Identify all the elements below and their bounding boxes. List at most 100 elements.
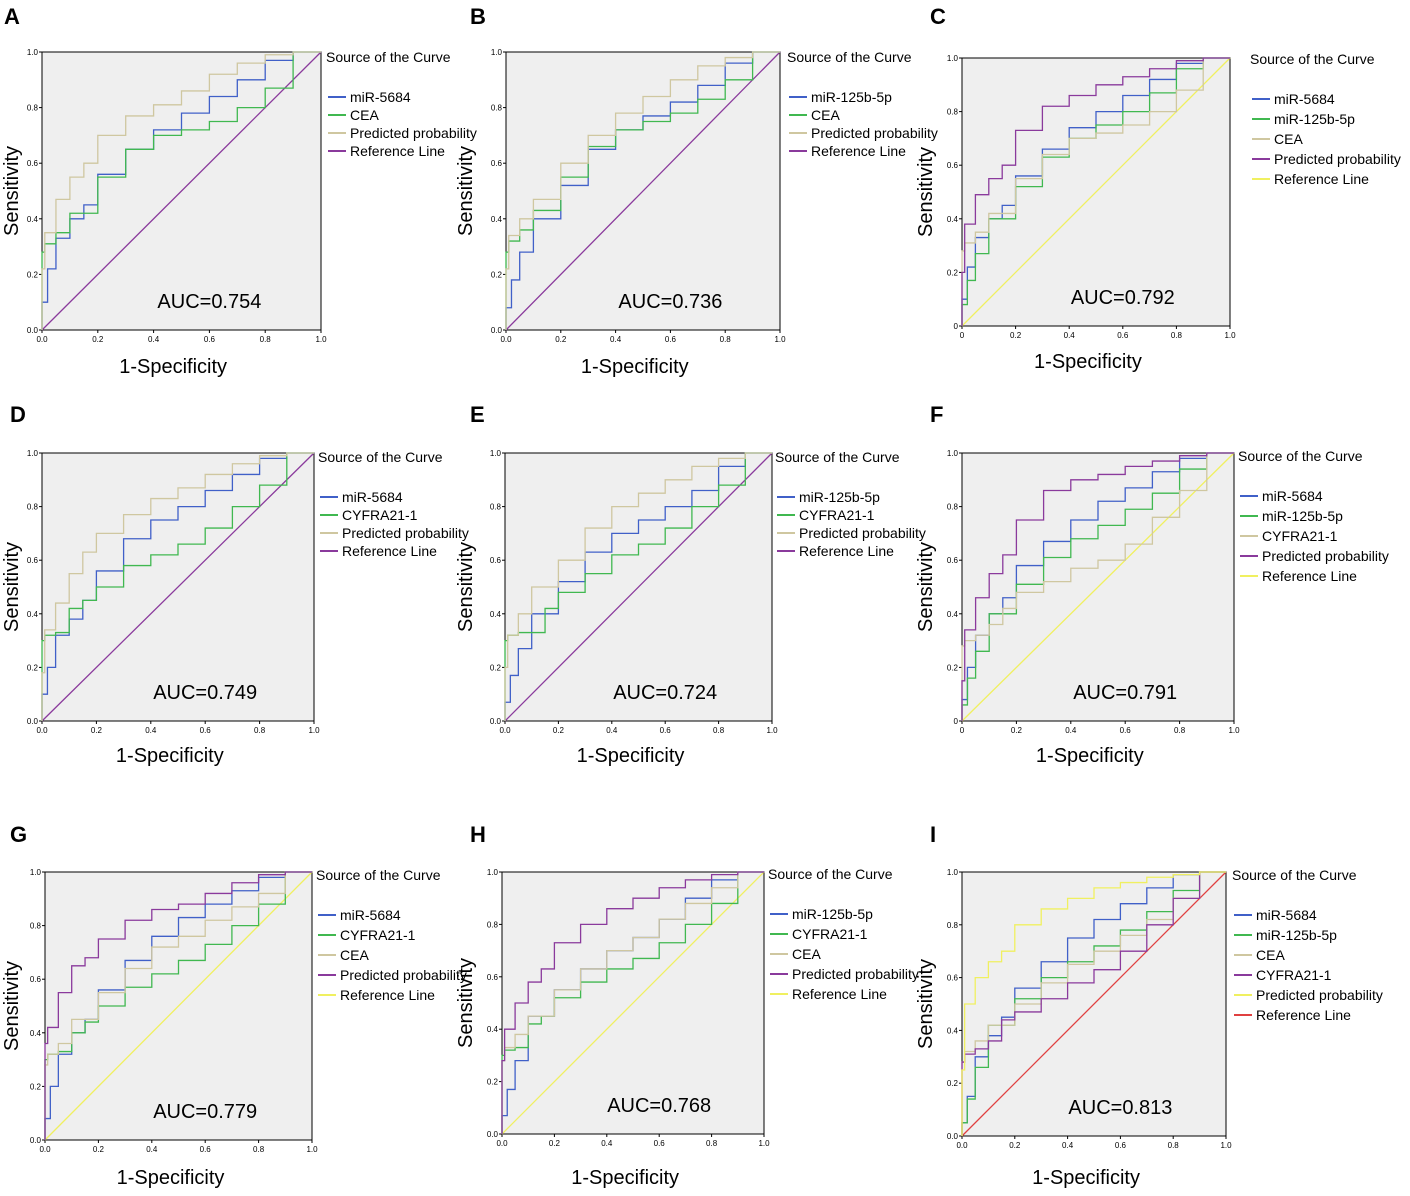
legend-title: Source of the Curve <box>326 49 451 65</box>
y-axis-title: Sensitivity <box>915 542 937 632</box>
y-tick-label: 0.8 <box>30 922 42 931</box>
legend-entry: CEA <box>350 107 379 123</box>
x-axis-title: 1-Specificity <box>1036 745 1144 767</box>
y-tick-label: 0.8 <box>947 921 959 930</box>
y-tick-label: 1.0 <box>27 48 39 57</box>
x-tick-label: 0.8 <box>254 726 266 735</box>
x-tick-label: 0.6 <box>665 335 677 344</box>
y-tick-label: 0.4 <box>490 610 502 619</box>
x-tick-label: 0 <box>960 726 965 735</box>
legend-title: Source of the Curve <box>768 866 893 882</box>
panel-i: I 0.00.0 0.2 0.2 0.4 0.4 0.6 0.6 0.8 0.8 1.0 1.0 AUC… <box>915 822 1383 1189</box>
x-tick-label: 0.2 <box>549 1139 561 1148</box>
y-tick-label: 0.6 <box>947 161 959 170</box>
x-tick-label: 1.0 <box>1228 726 1240 735</box>
legend-entry: miR-5684 <box>340 907 401 923</box>
legend-entry: Reference Line <box>1274 171 1369 187</box>
y-tick-label: 0.0 <box>27 326 39 335</box>
x-tick-label: 0.8 <box>260 335 272 344</box>
x-tick-label: 0.0 <box>956 1141 968 1150</box>
y-tick-label: 0.6 <box>30 975 42 984</box>
curve-reference-line <box>41 51 322 331</box>
legend-entry: miR-125b-5p <box>1274 111 1355 127</box>
y-tick-label: 0.4 <box>30 1029 42 1038</box>
auc-value: AUC=0.791 <box>1073 682 1177 704</box>
x-axis-title: 1-Specificity <box>577 745 685 767</box>
legend-entry: miR-5684 <box>1262 488 1323 504</box>
y-tick-label: 0.0 <box>487 1130 499 1139</box>
legend-entry: Reference Line <box>1256 1007 1351 1023</box>
curve-reference-line <box>504 452 773 722</box>
x-tick-label: 0.4 <box>146 1145 158 1154</box>
y-tick-label: 1.0 <box>491 48 503 57</box>
y-axis-title: Sensitivity <box>1 961 23 1051</box>
y-tick-label: 0 <box>954 717 959 726</box>
x-tick-label: 0.4 <box>148 335 160 344</box>
x-axis-title: 1-Specificity <box>119 356 227 378</box>
y-axis-title: Sensitivity <box>915 959 937 1049</box>
curve-predicted-probability <box>44 871 312 1140</box>
panel-g: G 0.00.0 0.2 0.2 0.4 0.4 0.6 0.6 0.8 0.8 1.0 1.0 AUC… <box>1 822 467 1189</box>
curve-mir-5684 <box>44 871 312 1140</box>
legend-entry: CEA <box>340 947 369 963</box>
x-tick-label: 0.4 <box>1065 726 1077 735</box>
x-tick-label: 1.0 <box>1224 331 1236 340</box>
x-tick-label: 0.8 <box>720 335 732 344</box>
legend-entry: CYFRA21-1 <box>342 507 418 523</box>
auc-value: AUC=0.749 <box>153 682 257 704</box>
legend-title: Source of the Curve <box>316 867 441 883</box>
y-tick-label: 0.2 <box>27 270 39 279</box>
legend-title: Source of the Curve <box>775 449 900 465</box>
x-tick-label: 0.4 <box>606 726 618 735</box>
y-tick-label: 1.0 <box>947 54 959 63</box>
x-tick-label: 0.0 <box>36 726 48 735</box>
legend-entry: CEA <box>1256 947 1285 963</box>
x-tick-label: 0.2 <box>1009 1141 1021 1150</box>
x-tick-label: 1.0 <box>1220 1141 1232 1150</box>
y-tick-label: 0.8 <box>491 104 503 113</box>
x-tick-label: 0.8 <box>713 726 725 735</box>
x-tick-label: 0.4 <box>610 335 622 344</box>
y-tick-label: 0.2 <box>947 663 959 672</box>
x-tick-label: 0.6 <box>654 1139 666 1148</box>
y-axis-title: Sensitivity <box>1 146 23 236</box>
panel-label: E <box>470 402 485 427</box>
x-tick-label: 0.2 <box>553 726 565 735</box>
x-tick-label: 0.8 <box>253 1145 265 1154</box>
panel-label: I <box>930 822 936 847</box>
legend-entry: CYFRA21-1 <box>340 927 416 943</box>
y-tick-label: 0.6 <box>27 159 39 168</box>
legend-entry: CYFRA21-1 <box>1262 528 1338 544</box>
legend-entry: CYFRA21-1 <box>792 926 868 942</box>
x-tick-label: 0.2 <box>91 726 103 735</box>
x-axis-title: 1-Specificity <box>116 745 224 767</box>
y-tick-label: 0.8 <box>27 104 39 113</box>
curve-cea <box>44 871 312 1140</box>
y-axis-title: Sensitivity <box>915 147 937 237</box>
y-tick-label: 0.8 <box>490 503 502 512</box>
x-tick-label: 0.8 <box>1168 1141 1180 1150</box>
y-axis-title: Sensitivity <box>1 542 23 632</box>
x-tick-label: 0.0 <box>39 1145 51 1154</box>
y-tick-label: 0.8 <box>947 503 959 512</box>
legend-entry: CYFRA21-1 <box>799 507 875 523</box>
panel-c: C 00 0.2 0.2 0.4 0.4 0.6 0.6 0.8 0.8 1.0 1.0 AUC=0.7… <box>915 4 1401 373</box>
x-tick-label: 0.6 <box>660 726 672 735</box>
x-axis-title: 1-Specificity <box>571 1167 679 1189</box>
legend-entry: Predicted probability <box>799 525 926 541</box>
curve-mir-5684 <box>41 452 314 721</box>
legend-entry: CEA <box>792 946 821 962</box>
y-tick-label: 0.0 <box>490 717 502 726</box>
curve-cea <box>41 51 321 330</box>
x-tick-label: 0.8 <box>706 1139 718 1148</box>
legend-entry: Predicted probability <box>1262 548 1389 564</box>
x-axis-title: 1-Specificity <box>581 356 689 378</box>
curve-predicted-probability <box>504 452 772 721</box>
legend-entry: Predicted probability <box>1256 987 1383 1003</box>
curve-cea <box>501 871 764 1134</box>
y-tick-label: 0.2 <box>491 270 503 279</box>
curve-cea <box>961 57 1230 326</box>
curve-predicted-probability <box>41 51 321 330</box>
